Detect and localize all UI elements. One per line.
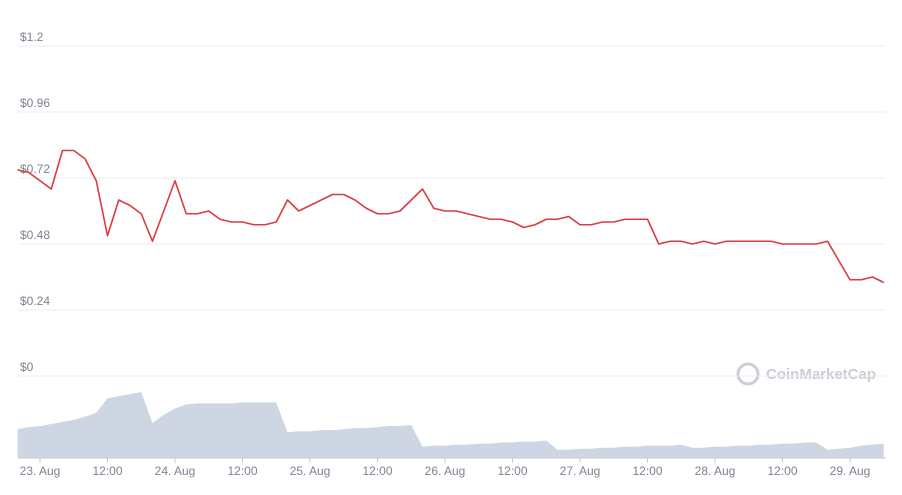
x-tick-label: 28. Aug [695, 464, 736, 478]
watermark-text: CoinMarketCap [766, 366, 876, 383]
y-tick-label: $0 [20, 360, 34, 374]
x-tick-label: 23. Aug [20, 464, 61, 478]
x-tick-label: 27. Aug [560, 464, 601, 478]
x-tick-label: 26. Aug [425, 464, 466, 478]
price-line [17, 149, 885, 284]
x-tick-label: 29. Aug [830, 464, 871, 478]
y-tick-label: $0.48 [20, 228, 50, 242]
x-tick-label: 12:00 [92, 464, 122, 478]
x-tick-label: 24. Aug [155, 464, 196, 478]
y-tick-label: $1.2 [20, 30, 44, 44]
x-tick-label: 12:00 [632, 464, 662, 478]
x-tick-label: 12:00 [362, 464, 392, 478]
x-tick-label: 12:00 [227, 464, 257, 478]
volume-area [17, 392, 884, 458]
y-tick-label: $0.24 [20, 294, 50, 308]
x-tick-label: 25. Aug [290, 464, 331, 478]
x-tick-label: 12:00 [497, 464, 527, 478]
y-tick-label: $0.96 [20, 96, 50, 110]
y-tick-label: $0.72 [20, 162, 50, 176]
watermark: CoinMarketCap [736, 362, 876, 386]
watermark-logo [736, 362, 760, 386]
x-tick-label: 12:00 [767, 464, 797, 478]
